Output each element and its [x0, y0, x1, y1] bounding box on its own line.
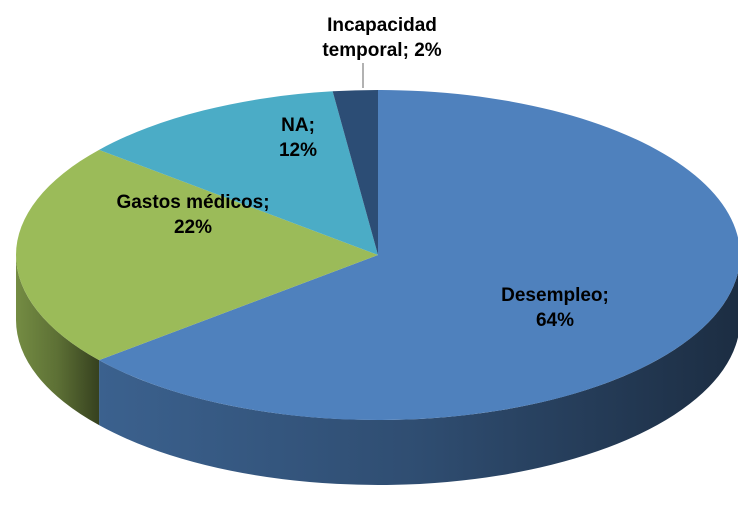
val: 12% [278, 140, 318, 161]
sep: ; [263, 192, 270, 213]
val: 2% [414, 40, 442, 61]
slice-side [99, 271, 738, 485]
slice [99, 90, 738, 420]
slice [15, 149, 378, 361]
cat: Desempleo [501, 285, 603, 306]
slice-side [16, 255, 100, 426]
val: 22% [173, 217, 213, 238]
data-label: Incapacidad temporal; 2% [307, 13, 457, 63]
sep: ; [402, 40, 409, 61]
cat: NA [281, 115, 309, 136]
cat: Incapacidad temporal [322, 15, 437, 61]
cat: Gastos médicos [116, 192, 264, 213]
sep: ; [602, 285, 609, 306]
slice [332, 90, 378, 255]
sep: ; [308, 115, 315, 136]
data-label: Desempleo; 64% [501, 283, 609, 333]
val: 64% [535, 310, 575, 331]
data-label: Gastos médicos; 22% [116, 190, 269, 240]
data-label: NA; 12% [279, 113, 317, 163]
slice [99, 91, 378, 255]
